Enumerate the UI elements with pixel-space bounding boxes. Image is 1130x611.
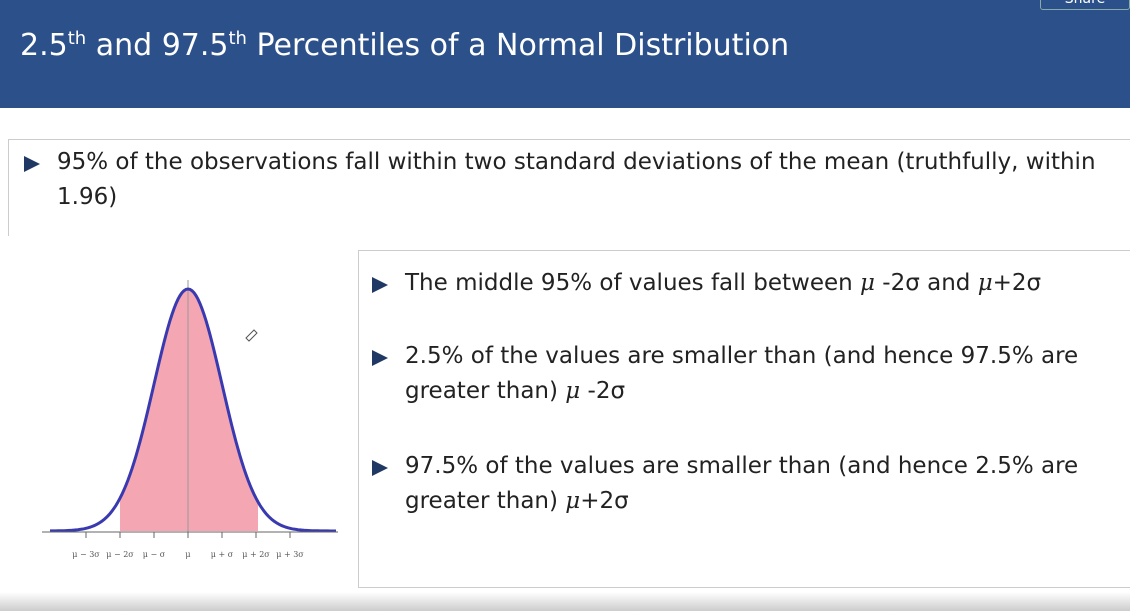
text-run: greater than) <box>405 378 566 404</box>
bullet-box <box>358 250 1130 588</box>
text-run: μ <box>565 488 581 514</box>
bullet-icon <box>372 350 388 366</box>
axis-label: μ + 3σ <box>276 550 304 559</box>
text-run: greater than) <box>405 488 566 514</box>
text-run: 97.5% of the values are smaller than (an… <box>405 453 1079 479</box>
axis-label: μ <box>185 550 190 559</box>
bullet-text: 2.5% of the values are smaller than (and… <box>405 343 1078 369</box>
axis-label: μ + σ <box>211 550 234 559</box>
pen-cursor <box>245 329 258 342</box>
share-button[interactable]: Share <box>1040 0 1130 10</box>
bullet-text: The middle 95% of values fall between μ … <box>405 270 1041 296</box>
bullet-text: 97.5% of the values are smaller than (an… <box>405 453 1078 479</box>
axis-label: μ + 2σ <box>242 550 270 559</box>
axis-label: μ − σ <box>143 550 166 559</box>
text-run: -2σ <box>580 378 626 404</box>
text-run: μ <box>565 378 581 404</box>
text-run: +2σ <box>992 270 1042 296</box>
text-run: μ <box>977 270 993 296</box>
bullet-icon <box>372 460 388 476</box>
curve <box>50 287 336 533</box>
footer-shadow <box>0 592 1130 611</box>
shaded-area <box>120 289 258 531</box>
text-run: +2σ <box>580 488 629 514</box>
bullet-text: greater than) μ+2σ <box>405 488 629 514</box>
intro-box <box>8 139 1130 236</box>
slide-title: 2.5th and 97.5th Percentiles of a Normal… <box>20 28 790 63</box>
text-run: μ <box>860 270 875 296</box>
text-run: -2σ and <box>874 270 978 296</box>
normal-curve: μ − 3σ μ − 2σ μ − σ μ μ + σ μ + 2σ μ + 3σ <box>42 280 338 559</box>
bullet-text: greater than) μ -2σ <box>405 378 625 404</box>
bullet-icon <box>372 277 388 293</box>
axis-label: μ − 3σ <box>72 550 100 559</box>
header: 2.5th and 97.5th Percentiles of a Normal… <box>0 0 1130 108</box>
intro-text: 1.96) <box>57 184 118 210</box>
intro-text: 95% of the observations fall within two … <box>57 149 1096 175</box>
text-run: 2.5% of the values are smaller than (and… <box>405 343 1079 369</box>
text-run: The middle 95% of values fall between <box>405 270 861 296</box>
axis-label: μ − 2σ <box>106 550 134 559</box>
bullet-icon <box>24 156 40 172</box>
